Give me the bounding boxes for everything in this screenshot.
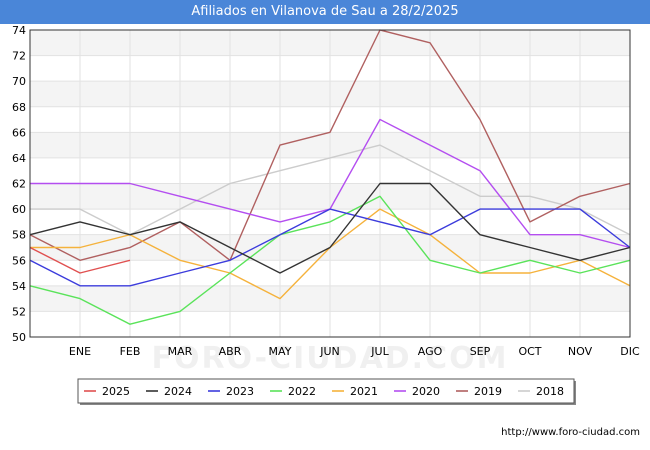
x-tick-label: FEB [120, 345, 141, 358]
series-line-2023 [29, 208, 631, 287]
x-tick-label: AGO [418, 345, 443, 358]
y-axis-ticks: 50 52 54 56 58 60 62 64 66 68 70 72 74 [12, 24, 26, 344]
y-tick-label: 54 [12, 280, 26, 293]
x-tick-label: ENE [69, 345, 91, 358]
y-tick-label: 66 [12, 126, 26, 139]
source-url: http://www.foro-ciudad.com [501, 427, 640, 438]
legend-label-2024: 2024 [164, 385, 192, 398]
legend-label-2025: 2025 [102, 385, 130, 398]
x-tick-label: JUL [370, 345, 389, 358]
y-tick-label: 50 [12, 331, 26, 344]
y-tick-label: 72 [12, 50, 26, 63]
legend-label-2019: 2019 [474, 385, 502, 398]
legend-box [77, 378, 575, 404]
legend-label-2018: 2018 [536, 385, 564, 398]
y-tick-label: 60 [12, 203, 26, 216]
x-tick-label: SEP [470, 345, 491, 358]
x-tick-label: NOV [568, 345, 593, 358]
x-tick-label: ABR [219, 345, 242, 358]
y-tick-label: 56 [12, 254, 26, 267]
y-tick-label: 68 [12, 101, 26, 114]
y-tick-label: 64 [12, 152, 26, 165]
y-tick-label: 70 [12, 75, 26, 88]
x-tick-label: MAY [269, 345, 292, 358]
legend-label-2021: 2021 [350, 385, 378, 398]
legend-label-2023: 2023 [226, 385, 254, 398]
y-tick-label: 52 [12, 305, 26, 318]
x-tick-label: MAR [168, 345, 193, 358]
legend: 2025 2024 2023 2022 2021 2020 2019 2018 [77, 378, 576, 405]
series-line-2025 [29, 246, 131, 274]
plot-frame [29, 29, 631, 338]
legend-label-2022: 2022 [288, 385, 316, 398]
chart-title: Afiliados en Vilanova de Sau a 28/2/2025 [0, 0, 650, 24]
watermark: FORO-CIUDAD.COM [152, 341, 509, 376]
series-lines [29, 29, 631, 325]
legend-label-2020: 2020 [412, 385, 440, 398]
x-tick-label: DIC [620, 345, 640, 358]
series-line-2024 [29, 182, 631, 274]
x-tick-label: OCT [518, 345, 541, 358]
y-tick-label: 74 [12, 24, 26, 37]
x-tick-label: JUN [319, 345, 340, 358]
series-line-2019 [29, 29, 631, 261]
y-tick-label: 58 [12, 229, 26, 242]
x-axis-ticks: ENE FEB MAR ABR MAY JUN JUL AGO SEP OCT NOV DIC [69, 345, 640, 358]
series-line-2022 [29, 195, 631, 325]
y-tick-label: 62 [12, 178, 26, 191]
